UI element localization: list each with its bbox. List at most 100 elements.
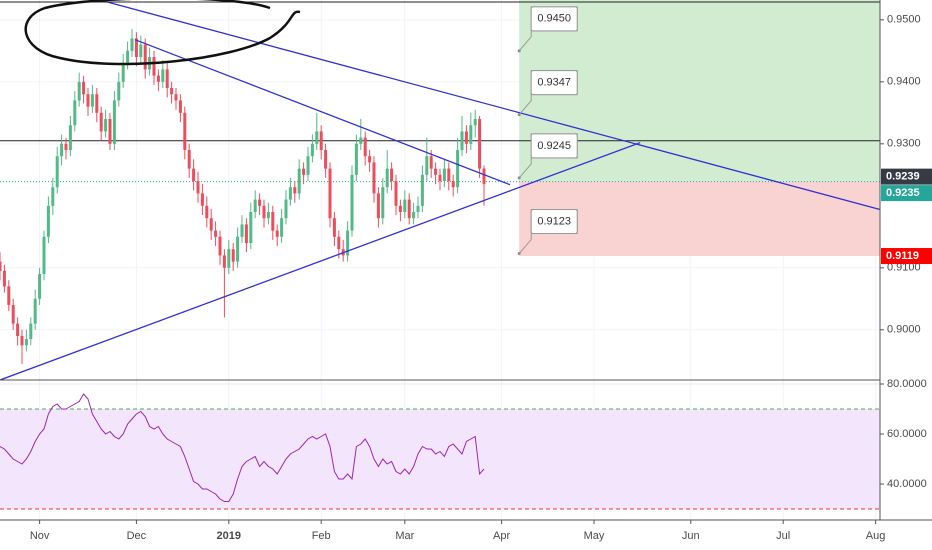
candle-body [412,212,416,219]
candle-body [214,230,218,237]
price-tag [881,168,932,185]
candle-body [205,205,209,219]
candle-body [51,187,55,206]
callout-label-bg [530,133,578,159]
callout-label: 0.9245 [537,140,571,152]
candle-body [253,199,257,213]
candle-body [271,212,275,231]
trendline [99,0,881,211]
candle-body [266,212,270,219]
rsi-band [0,409,880,509]
candle-body [143,44,147,70]
price-axis-bg [880,0,932,550]
candle-body [130,38,134,51]
callout-label-bg [530,70,578,96]
candle-body [82,81,86,95]
x-tick-label: 2019 [217,530,241,542]
callout-label-bg [530,209,578,235]
candle-body [302,168,306,175]
candle-body [354,143,358,175]
x-tick-label: May [584,530,605,542]
rsi-tick-label: 40.0000 [887,478,927,490]
candle-body [429,156,433,169]
candle-body [170,88,174,95]
candle-body [478,119,482,169]
candle-body [108,119,112,144]
candle-body [73,100,77,126]
candle-body [249,212,253,244]
zone [519,0,880,182]
trendline [0,141,641,381]
candle-body [469,125,473,144]
callout-box [518,209,578,254]
candle-body [64,143,68,151]
candle-body [315,131,319,144]
candle-body [178,100,182,113]
candle-body [288,187,292,200]
hand-drawn-circle [24,0,301,66]
candle-body [451,181,455,188]
candle-body [156,75,160,82]
y-tick-label: 0.9000 [887,324,921,336]
candle-body [240,224,244,237]
candle-body [86,94,90,107]
candle-body [293,187,297,194]
price-tag [881,185,932,202]
y-tick-label: 0.9300 [887,138,921,150]
candle-body [394,181,398,206]
candle-body [398,205,402,213]
candle-body [363,137,367,157]
x-tick-label: Mar [395,530,414,542]
candle-body [0,261,2,271]
candle-body [55,156,59,188]
price-tag-label: 0.9235 [886,187,920,199]
candle-body [403,199,407,213]
candle-body [117,81,121,101]
candle-body [196,181,200,194]
price-tag [881,248,932,265]
candle-body [161,69,165,82]
candle-body [121,63,125,82]
candle-body [262,205,266,219]
callout-label: 0.9450 [537,13,571,25]
candle-body [376,193,380,219]
candle-body [231,249,235,262]
candle-body [310,143,314,157]
candle-body [434,168,438,175]
candle-body [359,137,363,144]
candle-body [60,143,64,157]
candle-body [368,156,372,163]
candle-body [183,112,187,151]
candle-body [460,131,464,151]
candle-body [420,174,424,206]
rsi-tick-label: 60.0000 [887,428,927,440]
candle-body [275,230,279,237]
price-tag-label: 0.9239 [886,171,920,183]
rsi-tick-label: 80.0000 [887,378,927,390]
candle-body [372,162,376,194]
candle-body [425,156,429,175]
callout-box [518,6,578,52]
x-tick-label: Aug [866,530,886,542]
callout-box [518,133,578,179]
rsi-line [0,393,485,502]
candle-body [222,255,226,268]
candle-body [218,236,222,256]
y-tick-label: 0.9100 [887,262,921,274]
callout-label: 0.9347 [537,77,571,89]
candle-body [332,218,336,237]
candle-body [284,199,288,219]
candle-body [390,168,394,182]
candle-body [42,236,46,274]
candle-body [258,199,262,206]
candle-body [319,131,323,151]
candle-body [280,218,284,237]
x-tick-label: Feb [312,530,331,542]
candle-body [306,156,310,175]
candle-body [126,50,130,64]
price-tag-label: 0.9119 [886,250,919,262]
candle-body [227,249,231,268]
candle-body [482,168,486,185]
candle-body [174,94,178,101]
